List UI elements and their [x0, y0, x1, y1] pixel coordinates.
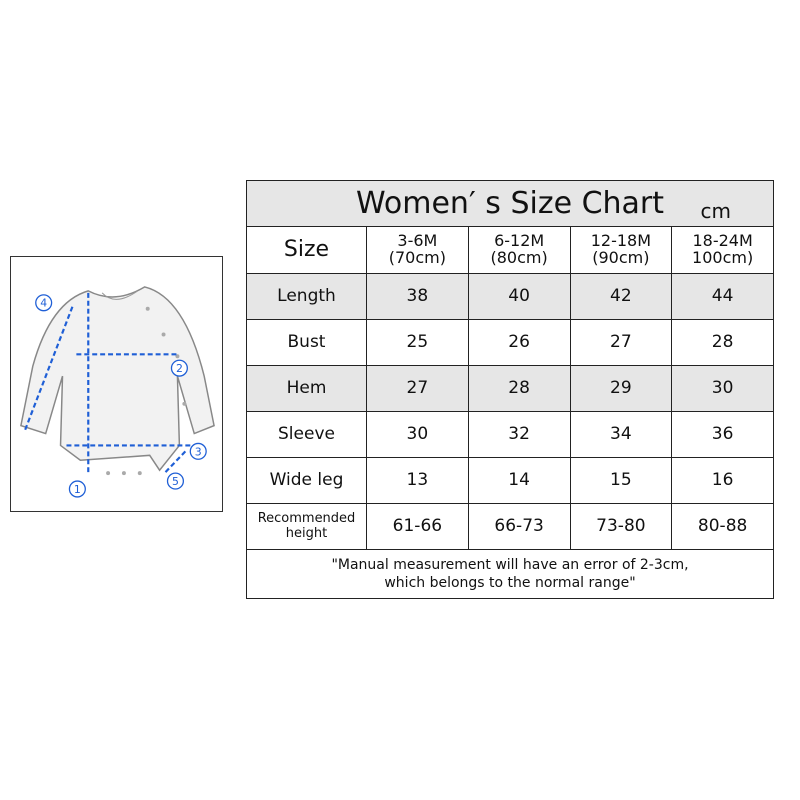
table-row: Hem 27 28 29 30 — [246, 365, 774, 412]
table-cell: 26 — [467, 319, 571, 366]
table-cell: 66-73 — [467, 503, 571, 550]
table-cell: 73-80 — [569, 503, 673, 550]
size-name: 12-18M — [590, 231, 652, 251]
garment-measurement-illustration: 1 2 3 4 5 — [10, 256, 223, 512]
table-cell: 32 — [467, 411, 571, 458]
table-row: Sleeve 30 32 34 36 — [246, 411, 774, 458]
marker-2: 2 — [170, 359, 188, 377]
row-label: Sleeve — [246, 411, 367, 458]
size-chart-title: Women′ s Size Chart — [355, 185, 665, 221]
marker-1: 1 — [68, 480, 86, 498]
romper-drawing: 1 2 3 4 5 — [20, 286, 215, 498]
table-cell: 28 — [467, 365, 571, 412]
table-cell: 80-88 — [671, 503, 774, 550]
header-size-label: Size — [246, 226, 367, 274]
row-label: Length — [246, 273, 367, 320]
table-cell: 29 — [569, 365, 673, 412]
table-cell: 27 — [366, 365, 469, 412]
size-name: 6-12M — [494, 231, 545, 251]
table-row: Wide leg 13 14 15 16 — [246, 457, 774, 504]
table-row: Length 38 40 42 44 — [246, 273, 774, 320]
table-cell: 16 — [671, 457, 774, 504]
size-height: (80cm) — [490, 248, 548, 267]
table-cell: 28 — [671, 319, 774, 366]
table-cell: 44 — [671, 273, 774, 320]
row-label: Recommended height — [246, 503, 367, 550]
table-cell: 30 — [366, 411, 469, 458]
header-size-col: 3-6M (70cm) — [366, 226, 469, 274]
size-name: 3-6M — [397, 231, 438, 251]
table-row: Recommended height 61-66 66-73 73-80 80-88 — [246, 503, 774, 550]
svg-text:5: 5 — [172, 475, 179, 488]
size-height: (70cm) — [388, 248, 446, 267]
header-size-col: 6-12M (80cm) — [467, 226, 571, 274]
row-label: Bust — [246, 319, 367, 366]
table-cell: 30 — [671, 365, 774, 412]
table-cell: 13 — [366, 457, 469, 504]
table-row: Bust 25 26 27 28 — [246, 319, 774, 366]
size-chart-title-cell: Women′ s Size Chart cm — [246, 180, 774, 227]
size-height: 100cm) — [692, 248, 754, 267]
row-label: Hem — [246, 365, 367, 412]
table-cell: 42 — [569, 273, 673, 320]
note-line-1: "Manual measurement will have an error o… — [331, 556, 689, 573]
table-cell: 38 — [366, 273, 469, 320]
row-label: Wide leg — [246, 457, 367, 504]
size-chart-table: Women′ s Size Chart cm Size 3-6M (70cm) 6… — [246, 180, 774, 599]
header-row: Size 3-6M (70cm) 6-12M (80cm) 12-18M (90cm)… — [246, 226, 774, 274]
marker-3: 3 — [189, 442, 207, 460]
table-cell: 36 — [671, 411, 774, 458]
header-size-col: 12-18M (90cm) — [569, 226, 673, 274]
measurement-note: "Manual measurement will have an error o… — [246, 549, 774, 599]
table-cell: 61-66 — [366, 503, 469, 550]
note-line-2: which belongs to the normal range" — [384, 575, 636, 591]
table-cell: 14 — [467, 457, 571, 504]
header-size-col: 18-24M 100cm) — [671, 226, 774, 274]
unit-label: cm — [700, 199, 731, 223]
svg-text:2: 2 — [176, 362, 183, 375]
table-cell: 15 — [569, 457, 673, 504]
marker-5: 5 — [166, 472, 185, 490]
svg-text:1: 1 — [74, 483, 81, 496]
size-name: 18-24M — [692, 231, 753, 251]
svg-text:4: 4 — [40, 297, 47, 310]
size-height: (90cm) — [592, 248, 650, 267]
table-cell: 25 — [366, 319, 469, 366]
table-cell: 40 — [467, 273, 571, 320]
marker-4: 4 — [35, 294, 53, 312]
table-cell: 34 — [569, 411, 673, 458]
table-cell: 27 — [569, 319, 673, 366]
svg-text:3: 3 — [195, 445, 202, 458]
